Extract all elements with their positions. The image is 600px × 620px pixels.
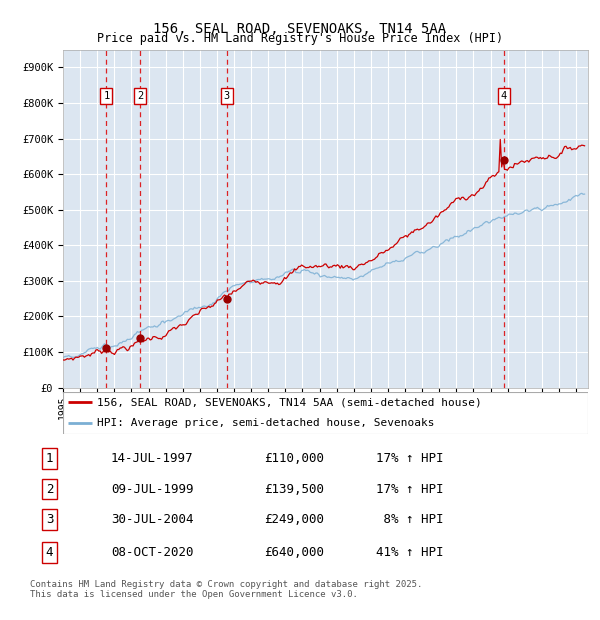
Text: 09-JUL-1999: 09-JUL-1999 [111, 483, 193, 495]
Text: 17% ↑ HPI: 17% ↑ HPI [376, 452, 443, 465]
Text: £110,000: £110,000 [265, 452, 325, 465]
Text: 156, SEAL ROAD, SEVENOAKS, TN14 5AA (semi-detached house): 156, SEAL ROAD, SEVENOAKS, TN14 5AA (sem… [97, 397, 482, 407]
Text: 17% ↑ HPI: 17% ↑ HPI [376, 483, 443, 495]
Text: Price paid vs. HM Land Registry's House Price Index (HPI): Price paid vs. HM Land Registry's House … [97, 32, 503, 45]
Text: 4: 4 [46, 546, 53, 559]
Text: £640,000: £640,000 [265, 546, 325, 559]
Text: 1: 1 [46, 452, 53, 465]
FancyBboxPatch shape [63, 392, 588, 434]
Text: 3: 3 [46, 513, 53, 526]
Text: 156, SEAL ROAD, SEVENOAKS, TN14 5AA: 156, SEAL ROAD, SEVENOAKS, TN14 5AA [154, 22, 446, 36]
Text: 1: 1 [103, 91, 110, 101]
Text: £249,000: £249,000 [265, 513, 325, 526]
Text: 08-OCT-2020: 08-OCT-2020 [111, 546, 193, 559]
Text: 14-JUL-1997: 14-JUL-1997 [111, 452, 193, 465]
Text: 4: 4 [500, 91, 507, 101]
Text: 2: 2 [46, 483, 53, 495]
Text: £139,500: £139,500 [265, 483, 325, 495]
Text: 41% ↑ HPI: 41% ↑ HPI [376, 546, 443, 559]
Text: Contains HM Land Registry data © Crown copyright and database right 2025.
This d: Contains HM Land Registry data © Crown c… [30, 580, 422, 599]
Text: 30-JUL-2004: 30-JUL-2004 [111, 513, 193, 526]
Text: 8% ↑ HPI: 8% ↑ HPI [376, 513, 443, 526]
Text: 2: 2 [137, 91, 143, 101]
Text: HPI: Average price, semi-detached house, Sevenoaks: HPI: Average price, semi-detached house,… [97, 418, 434, 428]
Text: 3: 3 [224, 91, 230, 101]
